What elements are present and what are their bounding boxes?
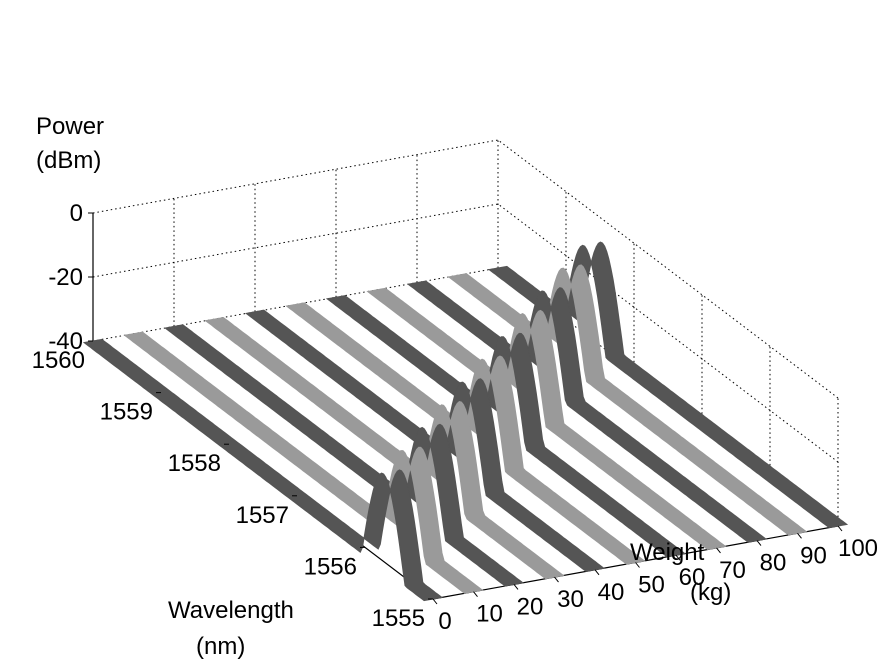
weight-tick-label: 40 bbox=[598, 579, 625, 606]
spectrum-mark-60kg bbox=[325, 295, 687, 558]
weight-tick-label: 90 bbox=[800, 542, 827, 569]
spectrum-ribbon-0kg bbox=[82, 338, 444, 602]
spectrum-ribbon-30kg bbox=[204, 316, 565, 580]
spectrum-mark-20kg bbox=[163, 324, 525, 587]
weight-tick-label: 80 bbox=[760, 550, 787, 577]
z-axis-label-line-1: Power bbox=[36, 113, 104, 140]
z-axis-label-line-2: (dBm) bbox=[36, 147, 101, 174]
weight-tick-label: 70 bbox=[719, 557, 746, 584]
weight-tick-label: 20 bbox=[517, 593, 544, 620]
weight-tick-label: 10 bbox=[476, 601, 503, 628]
weight-tick-mark bbox=[594, 569, 600, 576]
wavelength-tick-label: 1559 bbox=[100, 399, 153, 426]
weight-tick-mark bbox=[797, 532, 802, 539]
weight-tick-label: 100 bbox=[838, 535, 878, 562]
back-wall-grid-horizontal bbox=[92, 203, 499, 278]
weight-tick-mark bbox=[675, 554, 681, 561]
weight-tick-mark bbox=[432, 598, 438, 605]
ticks-layer: 0 10 20 30 40 50 60 70 80 90 100 1555 1556 1557 1558 15… bbox=[32, 200, 878, 635]
y-axis-label-line-1: Wavelength bbox=[168, 597, 294, 624]
weight-tick-label: 0 bbox=[438, 608, 451, 635]
wavelength-tick-label: 1555 bbox=[372, 605, 425, 632]
series-layer bbox=[82, 241, 849, 602]
power-tick-label: -20 bbox=[48, 264, 83, 291]
wavelength-tick-label: 1558 bbox=[168, 450, 221, 477]
spectrum-mark-50kg bbox=[285, 302, 646, 565]
weight-tick-mark bbox=[756, 540, 762, 546]
weight-tick-label: 30 bbox=[557, 586, 584, 613]
y-axis-label-line-2: (nm) bbox=[196, 633, 245, 660]
weight-tick-mark bbox=[554, 576, 559, 583]
x-axis-label-line-1: Weight bbox=[630, 539, 705, 566]
weight-tick-mark bbox=[513, 584, 519, 590]
spectrum-mark-10kg bbox=[123, 331, 484, 594]
spectrum-ribbon-50kg bbox=[285, 302, 646, 565]
spectrum-ribbon-60kg bbox=[325, 295, 687, 558]
weight-tick-mark bbox=[716, 547, 721, 554]
weight-tick-mark bbox=[837, 525, 843, 532]
x-axis-label-line-2: (kg) bbox=[690, 579, 731, 606]
back-wall-grid-horizontal bbox=[92, 267, 499, 342]
weight-tick-mark bbox=[635, 562, 640, 568]
back-wall-grid-horizontal bbox=[92, 139, 499, 214]
power-tick-label: -40 bbox=[48, 328, 83, 355]
spectrum-mark-30kg bbox=[204, 316, 565, 580]
weight-tick-label: 50 bbox=[638, 572, 665, 599]
wavelength-tick-label: 1560 bbox=[32, 347, 85, 374]
spectrum-mark-0kg bbox=[82, 338, 444, 602]
power-tick-label: 0 bbox=[70, 200, 83, 227]
weight-tick-label: 60 bbox=[679, 564, 706, 591]
spectrum-ribbon-20kg bbox=[163, 324, 525, 587]
weight-tick-mark bbox=[473, 591, 478, 598]
right-wall-grid-horizontal bbox=[497, 203, 839, 463]
wavelength-tick-label: 1556 bbox=[304, 553, 357, 580]
spectrum-ribbon-10kg bbox=[123, 331, 484, 594]
wavelength-tick-label: 1557 bbox=[236, 502, 289, 529]
right-wall-grid-horizontal bbox=[497, 139, 839, 399]
labels-layer: Power (dBm) Weight (kg) Wavelength (nm) bbox=[36, 113, 731, 660]
